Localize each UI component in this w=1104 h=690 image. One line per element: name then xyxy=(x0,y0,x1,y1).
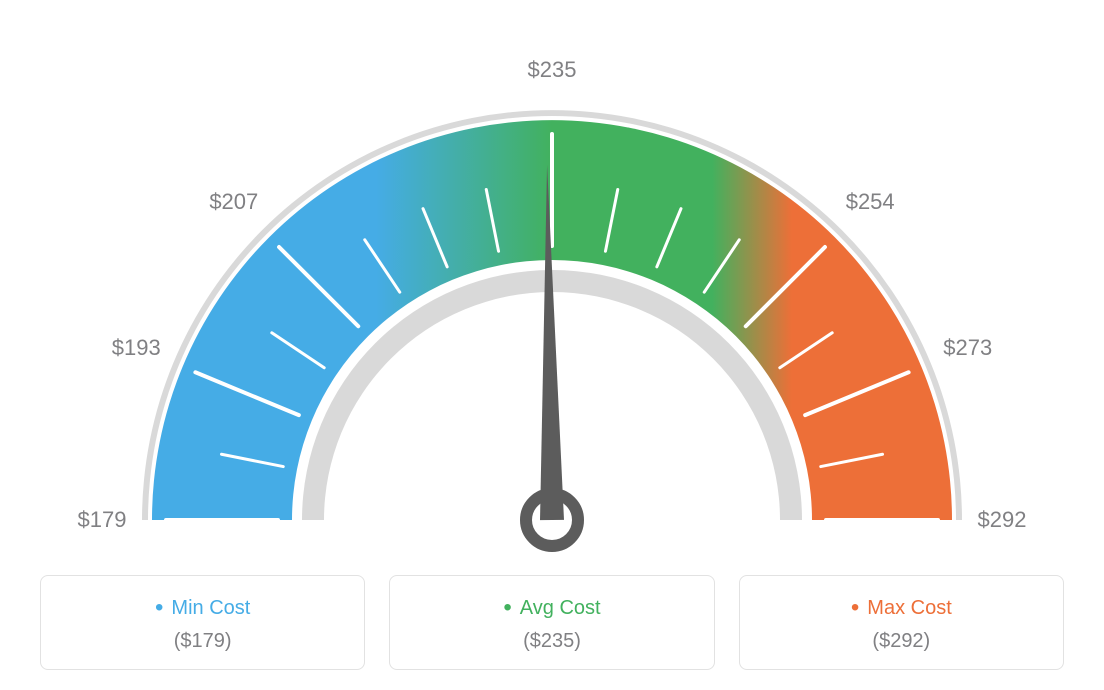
legend-min-title: Min Cost xyxy=(41,594,364,622)
gauge-tick-label: $207 xyxy=(209,189,258,215)
gauge-tick-label: $254 xyxy=(846,189,895,215)
legend-min-value: ($179) xyxy=(41,630,364,653)
gauge-tick-label: $273 xyxy=(943,335,992,361)
legend-max-title: Max Cost xyxy=(740,594,1063,622)
legend-max-value: ($292) xyxy=(740,630,1063,653)
legend-card-max: Max Cost ($292) xyxy=(739,575,1064,670)
gauge-tick-label: $235 xyxy=(528,57,577,83)
gauge-tick-label: $292 xyxy=(978,507,1027,533)
gauge-tick-label: $179 xyxy=(78,507,127,533)
legend-avg-title: Avg Cost xyxy=(390,594,713,622)
legend-row: Min Cost ($179) Avg Cost ($235) Max Cost… xyxy=(40,575,1064,670)
cost-gauge: $179 $193 $207 $235 $254 $273 $292 xyxy=(0,0,1104,560)
legend-card-avg: Avg Cost ($235) xyxy=(389,575,714,670)
legend-card-min: Min Cost ($179) xyxy=(40,575,365,670)
gauge-tick-label: $193 xyxy=(112,335,161,361)
gauge-svg xyxy=(0,0,1104,560)
legend-avg-value: ($235) xyxy=(390,630,713,653)
